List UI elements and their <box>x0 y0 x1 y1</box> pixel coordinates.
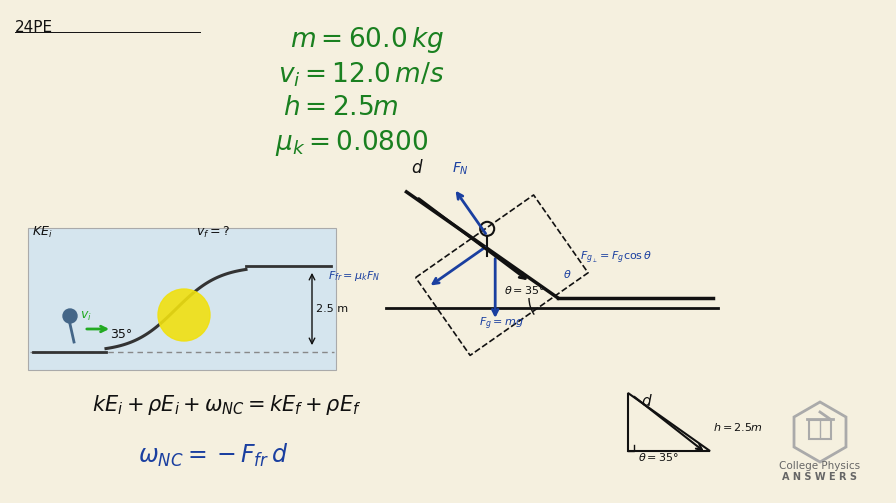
Text: $v_f= ?$: $v_f= ?$ <box>196 225 230 240</box>
Text: 2.5 m: 2.5 m <box>316 304 349 314</box>
Text: $F_{fr}=\mu_k F_N$: $F_{fr}=\mu_k F_N$ <box>328 269 381 283</box>
Text: $\theta=35°$: $\theta=35°$ <box>638 451 679 463</box>
FancyBboxPatch shape <box>809 420 831 439</box>
Text: $h=2.5m$: $h=2.5m$ <box>713 421 762 433</box>
Text: $\theta=35°$: $\theta=35°$ <box>504 284 545 296</box>
Text: $F_N$: $F_N$ <box>452 160 469 177</box>
Text: $KE_i$: $KE_i$ <box>32 225 53 240</box>
Text: A N S W E R S: A N S W E R S <box>782 472 857 482</box>
Text: $\omega_{NC} = -F_{fr}\,d$: $\omega_{NC} = -F_{fr}\,d$ <box>138 442 289 469</box>
Text: $h= 2.5m$: $h= 2.5m$ <box>283 95 399 120</box>
Text: $F_g=mg$: $F_g=mg$ <box>479 315 524 331</box>
Text: $kE_i + \rho E_i + \omega_{NC} = kE_f + \rho E_f$: $kE_i + \rho E_i + \omega_{NC} = kE_f + … <box>92 393 361 417</box>
Text: $\mu_k= 0.0800$: $\mu_k= 0.0800$ <box>275 128 428 158</box>
Text: $v_i= 12.0\,m/s$: $v_i= 12.0\,m/s$ <box>278 60 444 89</box>
Text: $\theta$: $\theta$ <box>563 268 572 280</box>
Text: College Physics: College Physics <box>780 461 860 471</box>
Text: d: d <box>411 159 422 177</box>
FancyBboxPatch shape <box>28 228 336 370</box>
Text: d: d <box>641 394 650 409</box>
Text: 35°: 35° <box>110 328 133 341</box>
Circle shape <box>158 289 210 341</box>
Text: $m= 60.0\,kg$: $m= 60.0\,kg$ <box>290 25 444 55</box>
Text: 24PE: 24PE <box>15 20 53 35</box>
Text: $v_i$: $v_i$ <box>80 310 91 323</box>
Circle shape <box>63 309 77 323</box>
Text: $F_{g_\perp}=F_g\cos\theta$: $F_{g_\perp}=F_g\cos\theta$ <box>580 249 652 266</box>
